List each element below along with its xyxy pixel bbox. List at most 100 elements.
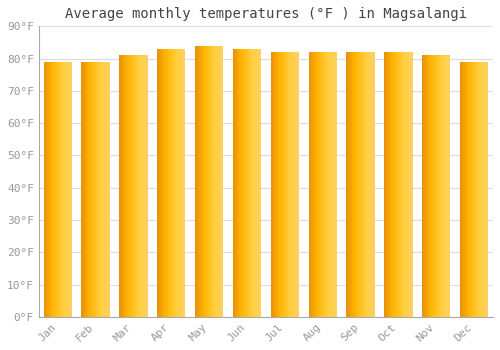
Bar [287, 52, 288, 317]
Bar [282, 52, 284, 317]
Bar [247, 49, 248, 317]
Bar [238, 49, 239, 317]
Bar [107, 62, 108, 317]
Bar [350, 52, 352, 317]
Bar [284, 52, 285, 317]
Bar [395, 52, 396, 317]
Bar [129, 55, 130, 317]
Bar [159, 49, 160, 317]
Bar [387, 52, 388, 317]
Bar [476, 62, 477, 317]
Bar [445, 55, 446, 317]
Bar [108, 62, 109, 317]
Bar [390, 52, 392, 317]
Bar [130, 55, 132, 317]
Bar [126, 55, 127, 317]
Bar [233, 49, 234, 317]
Bar [60, 62, 62, 317]
Bar [122, 55, 123, 317]
Bar [54, 62, 55, 317]
Bar [364, 52, 365, 317]
Bar [53, 62, 54, 317]
Bar [422, 55, 423, 317]
Bar [314, 52, 315, 317]
Bar [166, 49, 167, 317]
Bar [358, 52, 359, 317]
Bar [398, 52, 399, 317]
Bar [275, 52, 276, 317]
Bar [164, 49, 165, 317]
Bar [409, 52, 410, 317]
Bar [312, 52, 313, 317]
Bar [472, 62, 474, 317]
Bar [222, 46, 224, 317]
Bar [449, 55, 450, 317]
Bar [441, 55, 442, 317]
Bar [128, 55, 129, 317]
Bar [71, 62, 72, 317]
Bar [425, 55, 426, 317]
Bar [145, 55, 146, 317]
Bar [372, 52, 374, 317]
Bar [219, 46, 220, 317]
Bar [440, 55, 441, 317]
Bar [446, 55, 447, 317]
Bar [367, 52, 368, 317]
Bar [272, 52, 273, 317]
Bar [467, 62, 468, 317]
Bar [435, 55, 436, 317]
Bar [386, 52, 387, 317]
Bar [392, 52, 394, 317]
Bar [235, 49, 236, 317]
Bar [460, 62, 462, 317]
Bar [44, 62, 45, 317]
Bar [47, 62, 48, 317]
Bar [89, 62, 90, 317]
Bar [234, 49, 235, 317]
Bar [485, 62, 486, 317]
Bar [468, 62, 469, 317]
Bar [120, 55, 122, 317]
Bar [481, 62, 482, 317]
Bar [170, 49, 172, 317]
Bar [176, 49, 177, 317]
Bar [146, 55, 147, 317]
Bar [394, 52, 395, 317]
Bar [320, 52, 322, 317]
Bar [388, 52, 389, 317]
Bar [137, 55, 138, 317]
Bar [404, 52, 405, 317]
Bar [291, 52, 292, 317]
Bar [210, 46, 212, 317]
Bar [389, 52, 390, 317]
Bar [402, 52, 404, 317]
Bar [249, 49, 250, 317]
Bar [360, 52, 362, 317]
Bar [399, 52, 400, 317]
Bar [185, 49, 186, 317]
Bar [237, 49, 238, 317]
Bar [160, 49, 162, 317]
Bar [464, 62, 465, 317]
Bar [184, 49, 185, 317]
Bar [359, 52, 360, 317]
Bar [206, 46, 207, 317]
Bar [124, 55, 125, 317]
Bar [102, 62, 104, 317]
Bar [157, 49, 158, 317]
Bar [474, 62, 475, 317]
Bar [179, 49, 180, 317]
Bar [56, 62, 57, 317]
Bar [99, 62, 100, 317]
Bar [327, 52, 328, 317]
Bar [139, 55, 140, 317]
Bar [208, 46, 209, 317]
Bar [52, 62, 53, 317]
Bar [84, 62, 85, 317]
Bar [95, 62, 96, 317]
Bar [444, 55, 445, 317]
Bar [290, 52, 291, 317]
Bar [215, 46, 216, 317]
Bar [332, 52, 334, 317]
Bar [408, 52, 409, 317]
